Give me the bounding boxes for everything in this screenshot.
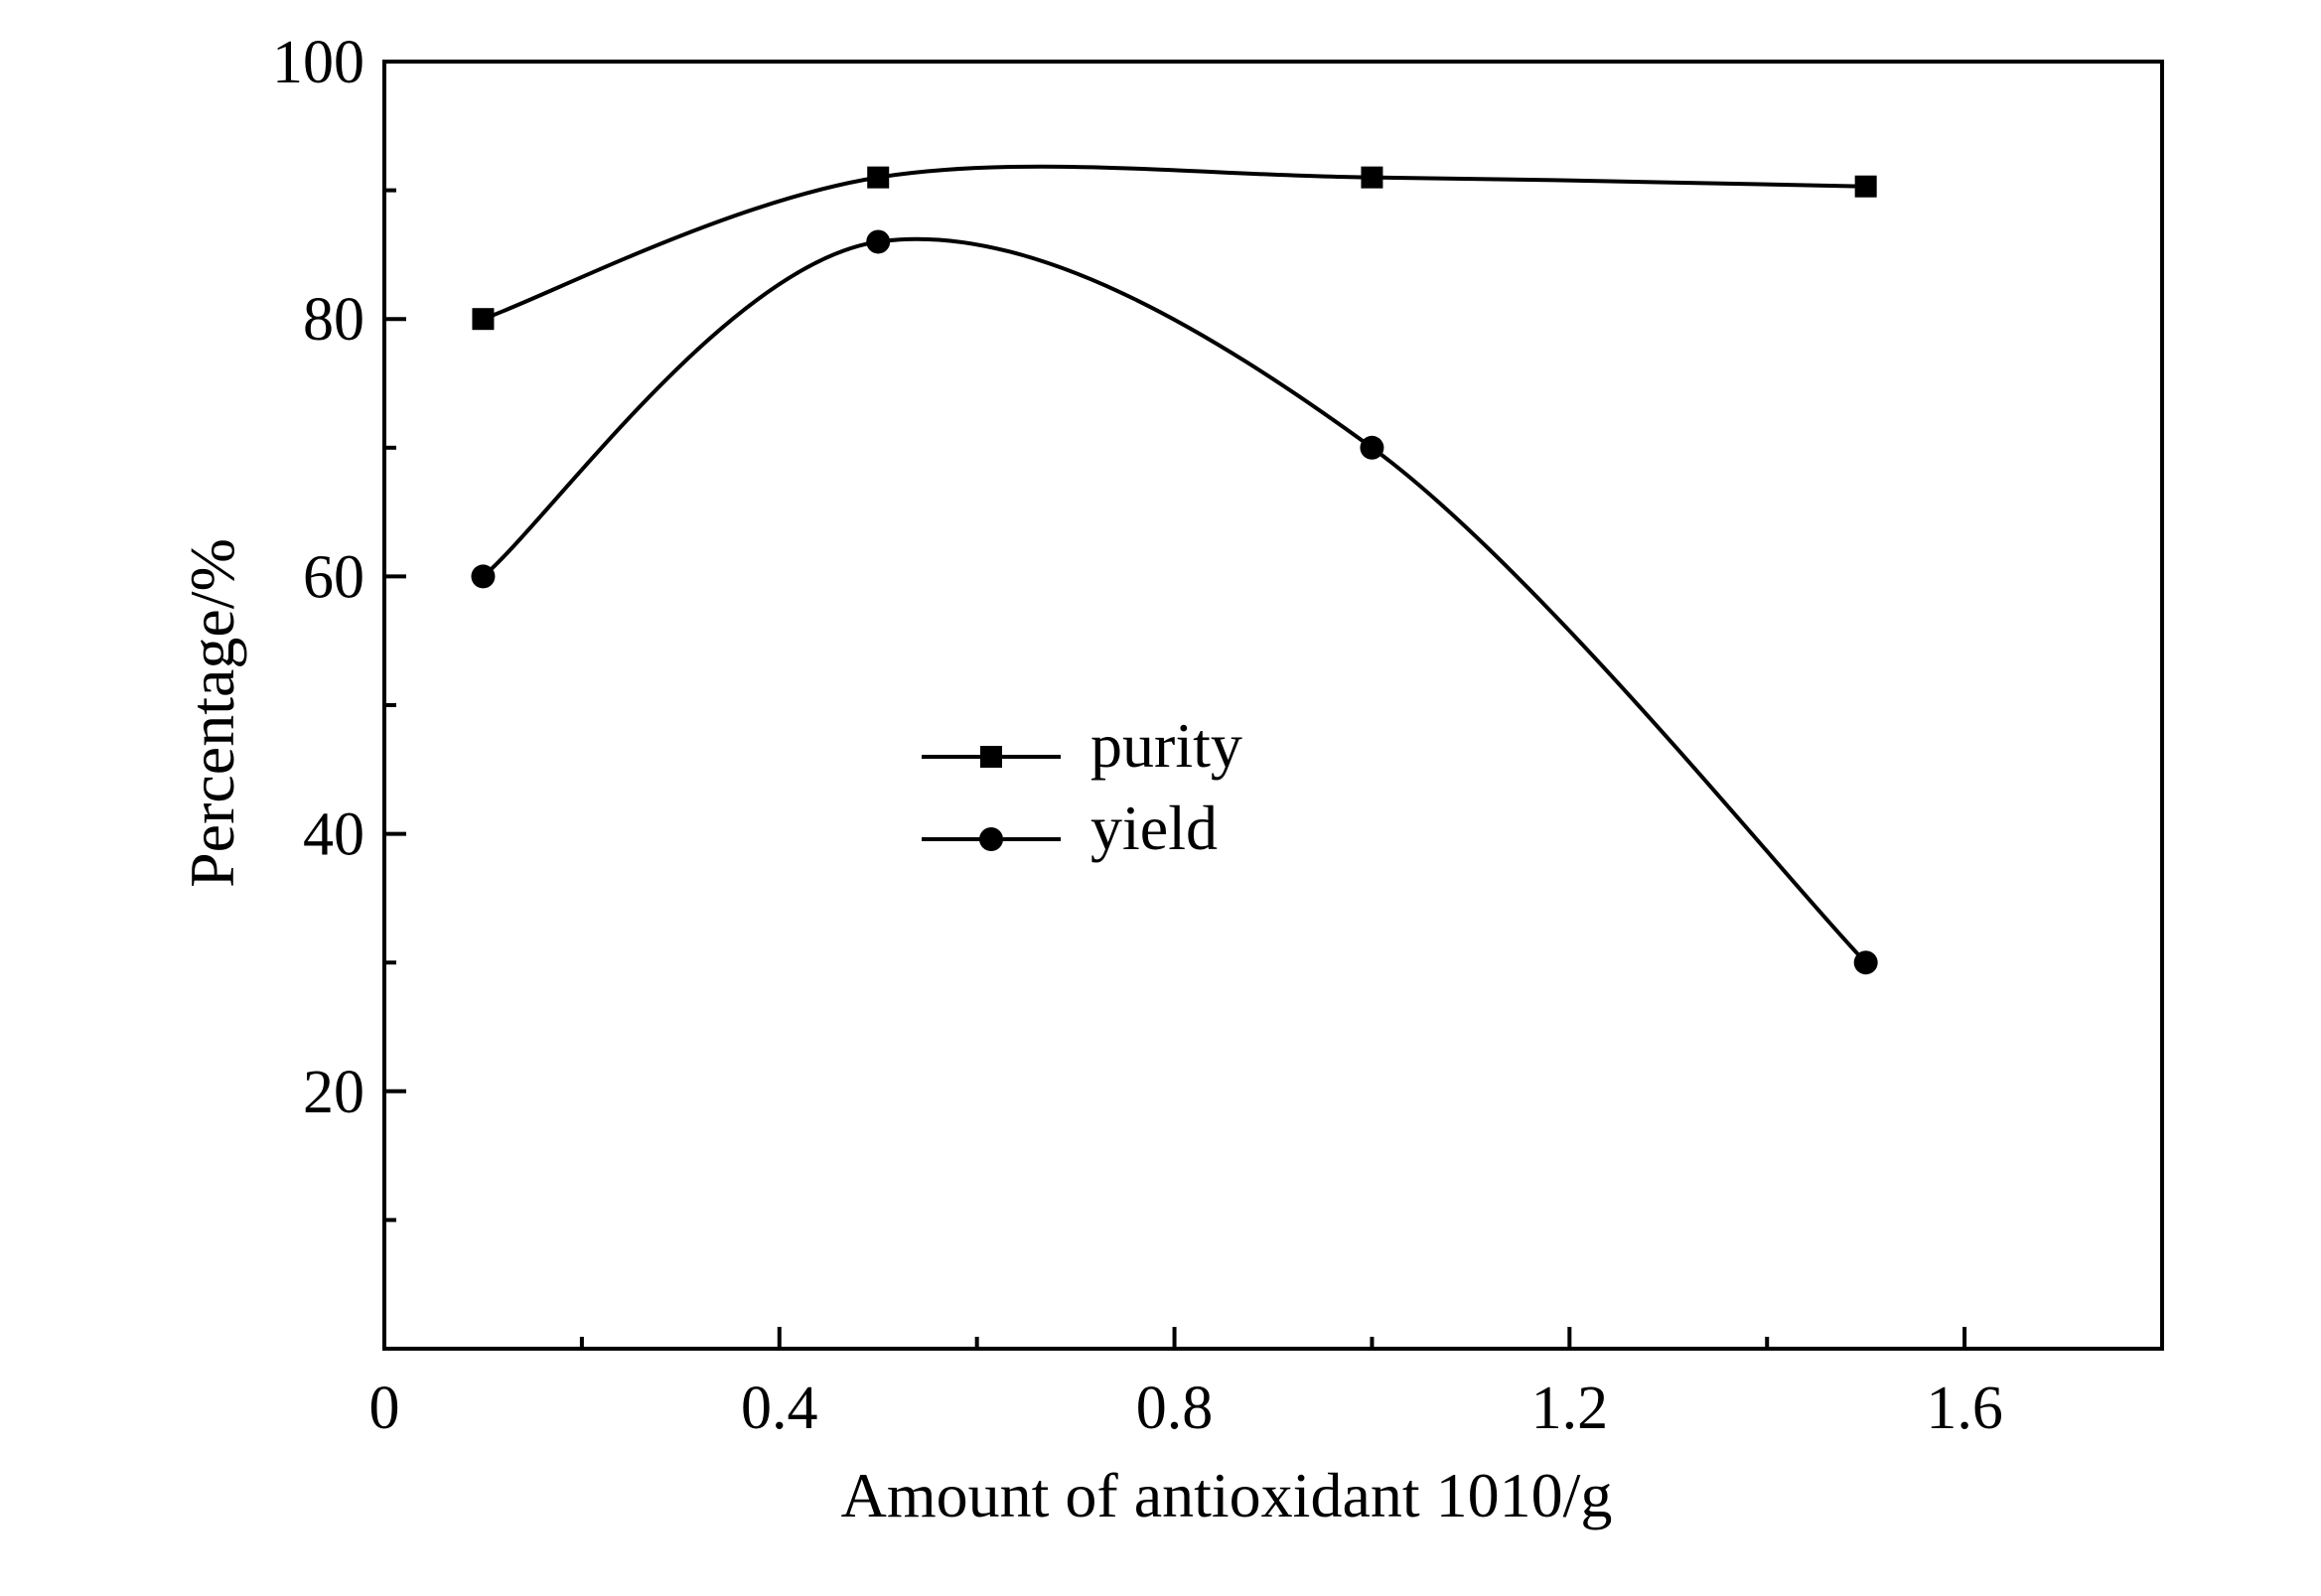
y-tick-label: 80 [303, 286, 364, 354]
legend-item-yield: yield [922, 793, 1218, 863]
yield-point [866, 229, 891, 254]
y-tick-label: 40 [303, 801, 364, 869]
legend-label: yield [1090, 793, 1218, 863]
legend: purity yield [922, 710, 1242, 863]
yield-point [471, 564, 496, 589]
x-axis-title: Amount of antioxidant 1010/g [841, 1460, 1613, 1530]
y-tick-label: 60 [303, 543, 364, 611]
y-axis-title: Percentage/% [177, 538, 247, 888]
legend-marker [980, 746, 1002, 768]
purity-point [1854, 175, 1877, 198]
legend-item-purity: purity [922, 710, 1242, 781]
purity-point [1361, 166, 1383, 189]
series-group [471, 164, 1878, 975]
x-tick-label: 1.2 [1531, 1375, 1609, 1442]
purity-point [472, 308, 495, 331]
series-yield [471, 229, 1878, 975]
x-tick-label: 0 [369, 1375, 400, 1442]
yield-point [1360, 435, 1384, 460]
x-tick-label: 0.4 [741, 1375, 818, 1442]
y-tick-label: 100 [272, 29, 364, 96]
legend-label: purity [1090, 710, 1242, 781]
series-purity [472, 164, 1877, 331]
x-tick-label: 0.8 [1136, 1375, 1214, 1442]
y-tick-label: 20 [303, 1059, 364, 1126]
yield-point [1853, 950, 1878, 975]
axes: 0 0.4 0.8 1.2 1.6 20 40 60 80 100 [272, 29, 2164, 1442]
purity-line [482, 164, 1866, 322]
x-tick-label: 1.6 [1926, 1375, 2003, 1442]
legend-marker [979, 827, 1003, 851]
purity-point [867, 166, 890, 189]
yield-line [482, 236, 1868, 964]
